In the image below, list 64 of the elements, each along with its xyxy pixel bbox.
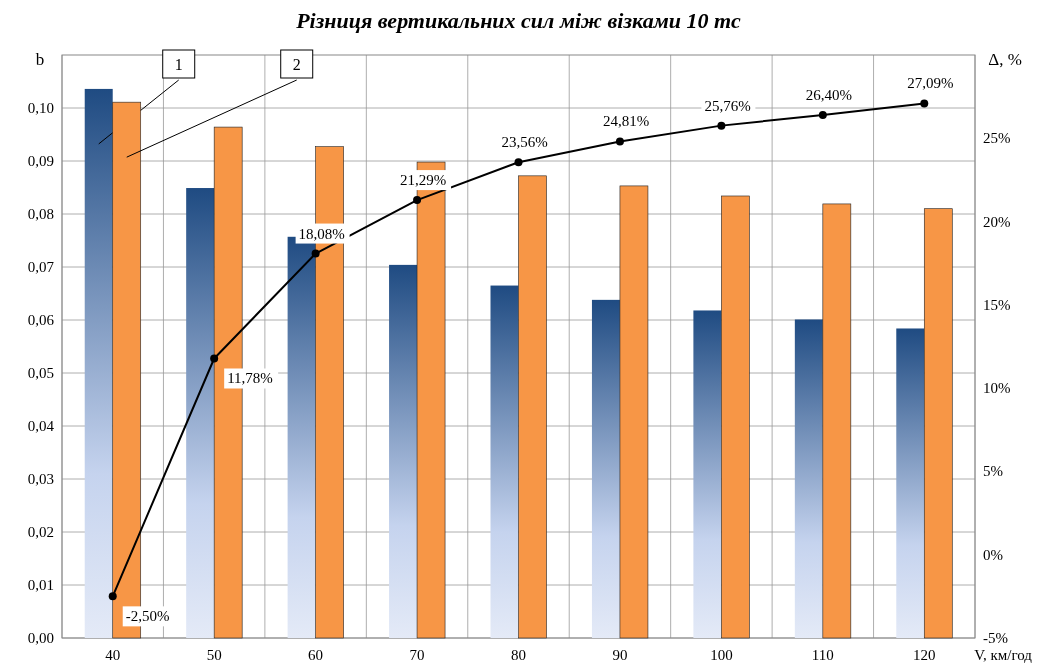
data-label: 11,78% <box>227 370 273 387</box>
y-tick-label: 0,07 <box>27 259 55 275</box>
bar <box>490 285 519 638</box>
bar <box>591 299 620 638</box>
bar <box>84 88 113 638</box>
bar <box>186 188 215 638</box>
data-label: 27,09% <box>907 75 954 92</box>
point <box>210 354 219 363</box>
bar <box>896 328 925 638</box>
bar <box>721 195 750 639</box>
y2-tick-label: 15% <box>983 296 1011 313</box>
point <box>108 592 117 601</box>
bar <box>822 203 852 639</box>
x-tick-label: 80 <box>511 647 526 663</box>
text: 1 <box>174 56 183 73</box>
y2-axis-title: Δ, % <box>988 50 1022 69</box>
bar <box>389 264 418 638</box>
y-tick-label: 0,02 <box>27 524 54 540</box>
bar <box>518 175 547 639</box>
bar <box>693 310 722 638</box>
point <box>311 249 320 258</box>
data-label: 26,40% <box>805 86 853 103</box>
x-tick-label: 100 <box>710 647 733 663</box>
y2-tick-label: -5% <box>983 630 1008 646</box>
x-tick-label: 110 <box>811 647 834 663</box>
data-label: 25,76% <box>704 97 751 114</box>
x-axis-title: V, км/год <box>974 647 1033 663</box>
y-tick-label: 0,09 <box>27 153 54 169</box>
y2-tick-label: 10% <box>983 380 1011 397</box>
text: 2 <box>292 56 301 73</box>
y-tick-label: 0,00 <box>27 630 54 646</box>
y-tick-label: 0,10 <box>27 100 54 116</box>
x-tick-label: 120 <box>913 647 936 663</box>
y-axis-title: b <box>35 50 45 69</box>
y-tick-label: 0,06 <box>27 312 55 328</box>
data-label: 24,81% <box>602 113 650 130</box>
x-tick-label: 70 <box>409 647 425 663</box>
y-tick-label: 0,01 <box>27 577 54 593</box>
y-tick-label: 0,03 <box>27 471 54 487</box>
bar <box>619 185 649 639</box>
y2-tick-label: 20% <box>983 213 1011 230</box>
x-tick-label: 60 <box>308 647 324 663</box>
point <box>717 121 726 130</box>
point <box>514 158 523 167</box>
data-label: 18,08% <box>298 225 345 242</box>
point <box>615 137 624 146</box>
bar <box>794 319 823 638</box>
x-tick-label: 90 <box>612 647 628 663</box>
bar <box>923 208 953 639</box>
y2-tick-label: 0% <box>983 546 1003 563</box>
data-label: 21,29% <box>400 172 447 189</box>
data-label: 23,56% <box>501 134 548 151</box>
y-tick-label: 0,04 <box>27 418 55 434</box>
x-tick-label: 50 <box>206 647 222 663</box>
data-label: -2,50% <box>125 608 170 625</box>
point <box>818 110 827 119</box>
point <box>920 99 929 108</box>
y-tick-label: 0,05 <box>27 365 54 381</box>
y2-tick-label: 25% <box>983 130 1011 147</box>
y-tick-label: 0,08 <box>27 206 54 222</box>
x-tick-label: 40 <box>105 647 121 663</box>
y2-tick-label: 5% <box>983 463 1003 480</box>
point <box>413 196 422 205</box>
chart-title: Різниця вертикальних сил між візками 10 тс <box>295 8 742 33</box>
